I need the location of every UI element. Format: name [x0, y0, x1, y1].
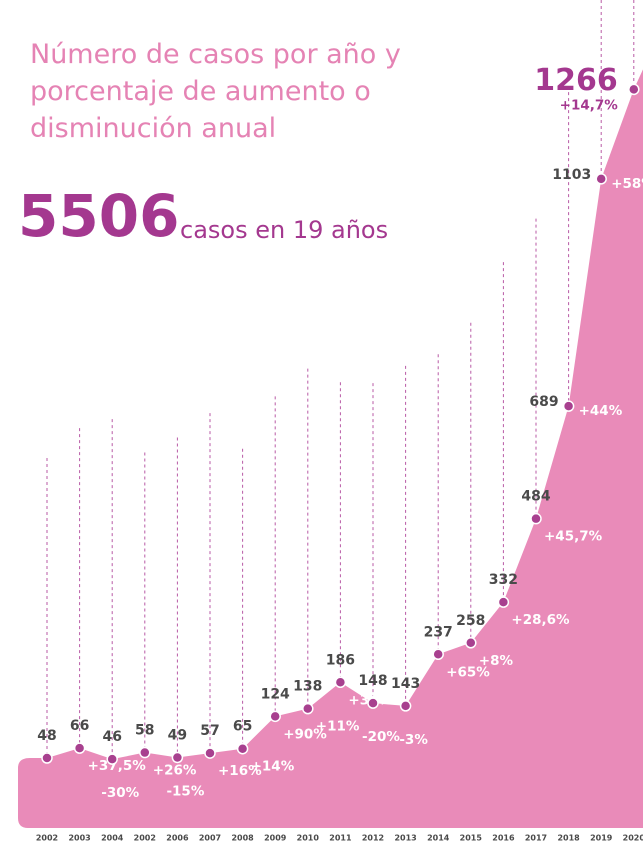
x-tick-label: 2016: [492, 834, 515, 843]
change-label: -20%: [362, 729, 400, 745]
change-label: +28,6%: [511, 612, 570, 628]
value-label: 66: [70, 718, 89, 734]
point: [367, 697, 379, 709]
x-tick-label: 2015: [460, 834, 483, 843]
point: [465, 637, 477, 649]
x-tick-label: 2007: [199, 834, 221, 843]
point: [41, 752, 53, 764]
change-label: +14,7%: [560, 97, 619, 113]
value-label: 138: [293, 679, 322, 695]
value-label: 48: [37, 728, 56, 744]
change-label: -15%: [166, 783, 204, 799]
x-tick-label: 2008: [231, 834, 254, 843]
x-tick-label: 2019: [590, 834, 613, 843]
x-tick-label: 2012: [362, 834, 384, 843]
value-label: 1103: [552, 167, 591, 183]
point: [139, 746, 151, 759]
value-label: 258: [456, 613, 485, 629]
value-label: 124: [261, 686, 290, 702]
change-label: +14%: [251, 759, 295, 775]
change-label: +26%: [153, 763, 197, 779]
point: [269, 710, 281, 723]
point: [334, 676, 347, 689]
x-tick-label: 2010: [297, 834, 320, 843]
x-tick-label: 2006: [166, 834, 189, 843]
change-label: +44%: [579, 403, 623, 419]
total-label: casos en 19 años: [180, 216, 388, 244]
point: [204, 747, 216, 759]
point: [595, 173, 607, 185]
value-label: 148: [358, 673, 387, 689]
point: [432, 648, 444, 661]
change-label: +65%: [446, 664, 490, 680]
point: [302, 702, 314, 715]
change-label: -30%: [101, 785, 139, 801]
point: [628, 83, 640, 96]
point: [530, 512, 542, 525]
value-label: 58: [135, 723, 154, 739]
x-tick-label: 2013: [394, 834, 416, 843]
value-label: 484: [521, 489, 550, 505]
change-label: -3%: [399, 732, 428, 748]
point: [562, 400, 575, 412]
value-label: 332: [489, 572, 518, 588]
x-tick-label: 2002: [36, 834, 58, 843]
point: [73, 742, 86, 754]
change-label: +8%: [479, 653, 514, 669]
change-label: +45,7%: [544, 529, 603, 545]
value-label: 689: [529, 394, 558, 410]
x-tick-label: 2002: [134, 834, 156, 843]
point: [236, 742, 249, 755]
x-tick-label: 2017: [525, 834, 547, 843]
value-label: 237: [424, 624, 453, 640]
change-label: +16%: [218, 763, 262, 779]
area: [18, 69, 643, 829]
x-tick-label: 2011: [329, 834, 352, 843]
x-tick-label: 2018: [557, 834, 580, 843]
change-label: +37,5%: [88, 758, 147, 774]
value-label: 65: [233, 719, 252, 735]
value-label: 57: [200, 723, 219, 739]
value-label: 186: [326, 652, 355, 668]
total: 5506: [18, 182, 179, 250]
x-tick-label: 2020: [623, 834, 643, 843]
x-tick-label: 2004: [101, 834, 124, 843]
value-label: 143: [391, 676, 420, 692]
point: [106, 753, 118, 765]
point: [171, 751, 184, 764]
change-label: +58%: [611, 176, 643, 192]
x-tick-label: 2003: [68, 834, 90, 843]
point: [497, 596, 510, 608]
chart-title: Número de casos por año y porcentaje de a…: [30, 39, 401, 144]
point: [399, 700, 412, 712]
value-label: 1266: [534, 63, 618, 98]
change-label: +11%: [316, 719, 360, 735]
change-label: +90%: [283, 726, 327, 742]
value-label: 49: [168, 727, 187, 743]
value-label: 46: [102, 729, 121, 745]
x-tick-label: 2009: [264, 834, 287, 843]
x-tick-label: 2014: [427, 834, 450, 843]
